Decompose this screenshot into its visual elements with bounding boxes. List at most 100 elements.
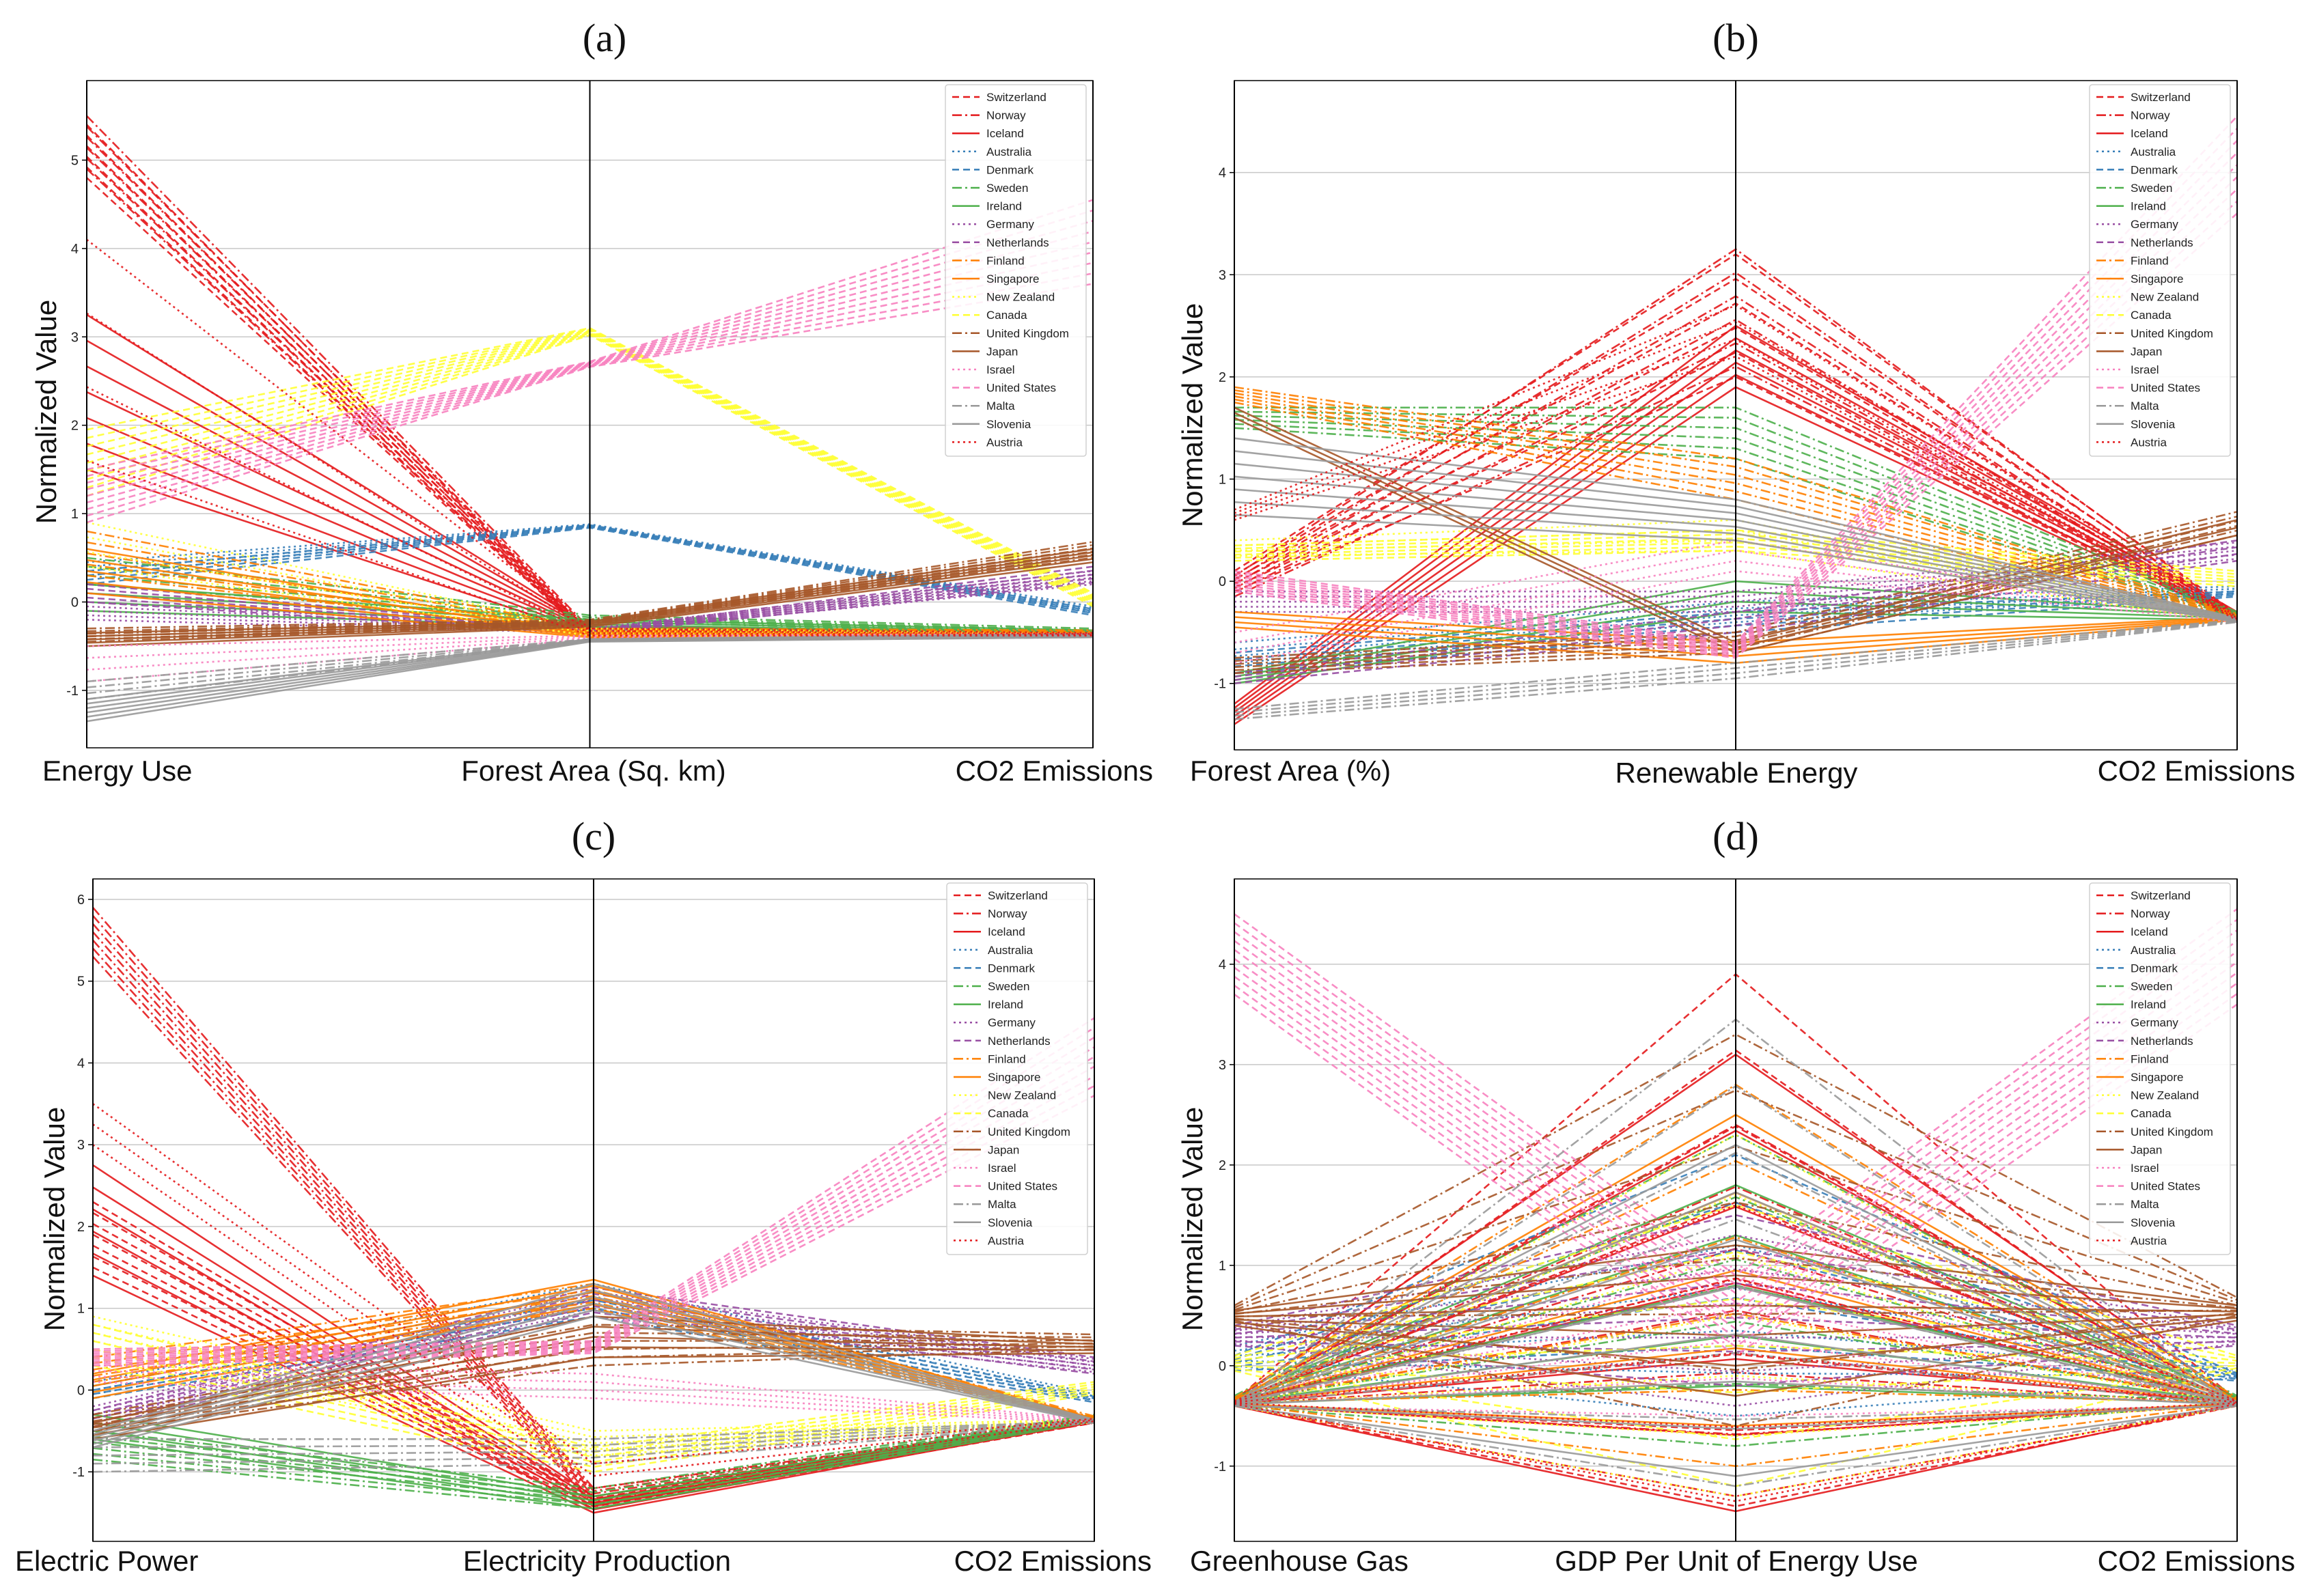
legend: Switzerland Norway Iceland Australia Denmark… [946, 882, 1088, 1255]
y-tick-label: -1 [1214, 1459, 1226, 1474]
legend-label: Austria [2131, 436, 2167, 449]
series-new-zealand [1234, 519, 2238, 624]
legend-label: Sweden [2131, 980, 2172, 993]
legend-label: Finland [2131, 254, 2169, 267]
legend-label: New Zealand [986, 291, 1055, 304]
legend-label: Iceland [2131, 925, 2168, 938]
panel-b: (b) -1 0 1 2 3 4 Switzerland Norway Iceland Austr… [1176, 16, 2295, 789]
y-tick-label: 1 [77, 1302, 85, 1317]
y-tick-label: 5 [77, 975, 85, 990]
data-line [1234, 1089, 2238, 1308]
legend-label: Sweden [2131, 182, 2172, 195]
y-tick-label: 2 [1219, 1158, 1226, 1173]
data-line [92, 1046, 1095, 1356]
legend-label: Sweden [986, 182, 1028, 195]
data-line [92, 1324, 1095, 1416]
panel-b-ylabel: Normalized Value [1176, 303, 1208, 527]
panel-d-ylabel: Normalized Value [1176, 1107, 1208, 1331]
y-tick-label: 4 [1219, 957, 1226, 972]
panel-c-label: (c) [572, 814, 615, 858]
data-line [92, 1332, 1095, 1444]
panel-b-axis-1-name: Forest Area (%) [1190, 755, 1391, 787]
y-tick-label: 3 [77, 1138, 85, 1153]
data-line [1234, 1330, 2238, 1375]
data-line [1234, 1134, 2238, 1403]
legend-label: Japan [986, 345, 1018, 358]
legend-box [2089, 882, 2231, 1255]
y-tick-label: 0 [1219, 574, 1226, 589]
legend-label: Austria [986, 436, 1023, 449]
legend-label: Netherlands [2131, 1035, 2193, 1048]
legend-label: Denmark [2131, 962, 2178, 975]
legend-label: New Zealand [2131, 291, 2199, 304]
data-line [92, 1056, 1095, 1358]
legend-label: Slovenia [986, 418, 1031, 431]
legend-label: Israel [988, 1162, 1016, 1175]
y-tick-label: -1 [66, 684, 79, 699]
legend-label: Singapore [988, 1071, 1041, 1084]
data-line [86, 541, 1094, 633]
legend-label: Israel [2131, 363, 2159, 376]
legend-label: United States [2131, 1180, 2200, 1193]
legend-label: Norway [2131, 109, 2170, 122]
legend-label: United States [986, 382, 1056, 395]
panel-d: (d) -1 0 1 2 3 4 Switzerland Norway Iceland Austr… [1176, 814, 2295, 1577]
legend-label: Canada [986, 309, 1027, 322]
y-tick-label: 0 [77, 1383, 85, 1398]
data-line [92, 1065, 1095, 1360]
panel-d-label: (d) [1712, 814, 1759, 858]
legend-label: Japan [2131, 345, 2162, 358]
legend-label: Sweden [988, 980, 1029, 993]
data-line [86, 386, 1094, 636]
legend-label: Canada [2131, 1107, 2172, 1120]
data-line [86, 331, 1094, 602]
legend-label: Ireland [986, 200, 1022, 213]
legend-label: Ireland [2131, 200, 2166, 213]
y-tick-label: -1 [1214, 677, 1226, 692]
legend-label: Finland [986, 254, 1025, 267]
legend-label: Iceland [986, 127, 1024, 140]
legend-label: Denmark [986, 163, 1034, 176]
data-line [1234, 1218, 2238, 1406]
data-line [92, 1075, 1095, 1362]
data-line [92, 1026, 1095, 1352]
legend-label: Canada [988, 1107, 1029, 1120]
y-tick-label: 4 [1219, 166, 1226, 181]
data-line [1234, 519, 2238, 619]
data-line [1234, 1405, 2238, 1507]
panel-a-axis-2-name: Forest Area (Sq. km) [461, 755, 725, 787]
data-line [1234, 402, 2238, 621]
panel-a: (a) -1 0 1 2 3 4 5 Switzerland Norway Iceland Aust… [30, 16, 1153, 787]
data-line [1234, 542, 2238, 593]
data-line [1234, 1313, 2238, 1403]
legend-label: Australia [2131, 145, 2176, 158]
y-tick-label: 3 [1219, 1058, 1226, 1073]
data-line [1234, 355, 2238, 621]
panel-d-axis-2-name: GDP Per Unit of Energy Use [1555, 1545, 1917, 1577]
data-line [92, 1332, 1095, 1419]
legend-label: Germany [986, 218, 1034, 231]
data-line [92, 1017, 1095, 1350]
legend-label: United Kingdom [988, 1125, 1070, 1138]
data-line [1234, 545, 2238, 585]
data-line [86, 262, 1094, 510]
legend-label: Malta [988, 1198, 1016, 1211]
legend: Switzerland Norway Iceland Australia Denmark… [2089, 882, 2231, 1255]
legend-box [945, 84, 1087, 457]
data-line [92, 1103, 1095, 1465]
data-line [92, 1291, 1095, 1408]
legend-box [2089, 84, 2231, 457]
data-line [92, 1364, 1095, 1473]
data-line [1234, 1214, 2238, 1327]
legend-label: Netherlands [986, 236, 1049, 249]
data-line [1234, 1250, 2238, 1360]
panel-c-axis-2-name: Electricity Production [463, 1545, 731, 1577]
data-line [1234, 537, 2238, 578]
panel-b-label: (b) [1712, 16, 1759, 60]
data-line [1234, 398, 2238, 620]
y-tick-label: 6 [77, 893, 85, 908]
y-tick-label: 0 [1219, 1359, 1226, 1374]
legend-label: Israel [986, 363, 1015, 376]
panel-a-axis-3-name: CO2 Emissions [956, 755, 1153, 787]
panel-c-axis-1-name: Electric Power [15, 1545, 198, 1577]
